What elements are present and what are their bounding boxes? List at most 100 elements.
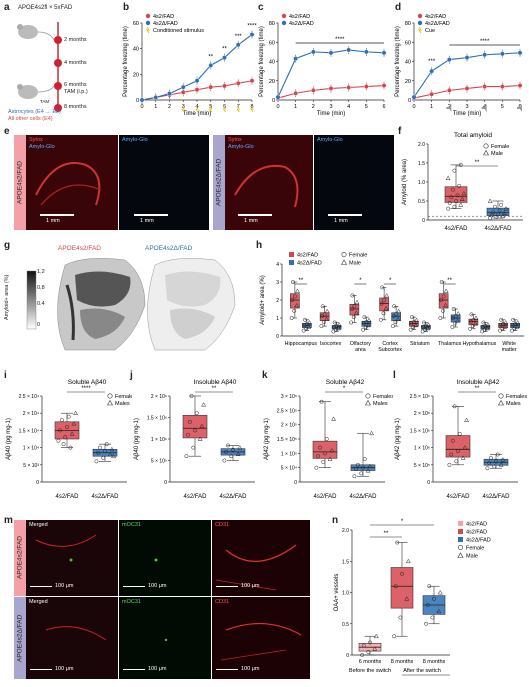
data-point [208, 84, 214, 90]
j-4s2delta-point [225, 443, 230, 448]
y-tick-label: 1.5 [418, 161, 425, 167]
h-3-4s2delta-point [390, 324, 395, 329]
scale-bar-4 [328, 214, 362, 216]
m-row-label-1: APOE4s2/FAD [14, 520, 26, 596]
n-8m-point [395, 540, 400, 545]
panel-label-n: n [332, 515, 339, 526]
panel-label-d: d [395, 2, 402, 13]
legend-marker [289, 252, 294, 257]
f-4s2-point [445, 175, 451, 181]
image-amyloglo-4s2 [119, 135, 209, 230]
n-8m-point [392, 634, 397, 639]
panel-label-l: l [393, 370, 396, 381]
data-point [235, 80, 241, 86]
data-point [429, 68, 435, 74]
k-4s2-point [331, 416, 336, 421]
data-point [346, 85, 352, 90]
k-4s2-point [319, 399, 324, 404]
h-3-4s2delta-point [392, 304, 397, 309]
panel-label-k: k [262, 370, 268, 381]
f-4s2-point [458, 162, 463, 167]
l-4s2delta-point [498, 462, 504, 467]
y-tick-label: 1.5 [342, 559, 349, 565]
k-4s2-point [314, 465, 319, 470]
i-4s2-point [69, 431, 75, 436]
region-label: Isocortex [320, 341, 342, 347]
h-2-4s2delta-point [365, 322, 371, 328]
data-point [499, 51, 505, 57]
h-6-4s2-point [469, 312, 474, 317]
h-0-4s2-point [289, 316, 294, 320]
h-3-4s2delta-point [396, 308, 402, 314]
legend-marker [281, 20, 287, 26]
data-point [222, 83, 227, 89]
significance: ** [212, 386, 217, 392]
n-6m-point [368, 640, 372, 645]
x-tick-label: 1 [154, 104, 157, 110]
legend-marker [458, 521, 463, 526]
legend-marker [458, 544, 464, 550]
region-label: Striatum [410, 341, 430, 347]
h-4-4s2-point [414, 317, 419, 323]
chart-title: Soluble Aβ40 [68, 379, 107, 386]
l-4s2-point [447, 462, 452, 467]
y-tick-label: 1.5 × 10⁵ [277, 437, 297, 443]
y-tick-label: 2 [276, 298, 279, 304]
m-img-cd31-2 [212, 597, 310, 679]
data-point [381, 50, 387, 56]
h-6-4s2delta-point [480, 329, 485, 334]
y-tick-label: 2 × 10⁶ [151, 394, 167, 400]
y-tick-label: 0 [136, 98, 139, 104]
f-4s2-point [452, 204, 457, 209]
n-8m-point [404, 596, 410, 601]
h-0-4s2-point [290, 298, 295, 302]
h-0-4s2-point [292, 308, 297, 313]
y-tick-label: 4 [276, 262, 279, 268]
stimulus-icon [236, 105, 240, 113]
i-4s2delta-point [97, 445, 102, 450]
legend-label: Male [349, 261, 361, 267]
h-5-4s2delta-point [453, 314, 458, 319]
h-4-4s2delta-point [420, 329, 425, 334]
legend-marker [417, 20, 423, 26]
h-0-4s2-point [292, 294, 297, 299]
h-5-4s2delta-point [455, 310, 461, 316]
h-1-4s2delta-point [336, 325, 341, 331]
h-3-4s2-point [381, 311, 386, 316]
f-4s2delta-point [489, 213, 494, 218]
h-0-4s2delta-point [302, 317, 307, 322]
n-8m-delta-point [432, 596, 436, 601]
h-1-4s2delta-point [332, 325, 337, 329]
data-point [208, 62, 214, 68]
h-7-4s2-point [502, 324, 508, 329]
data-point [346, 47, 352, 53]
i-4s2delta-point [109, 446, 115, 452]
n-6m-point [366, 649, 371, 654]
m-scale-1: 100 μm [55, 583, 74, 589]
data-point [153, 95, 159, 100]
legend-label: 4s2Δ/FAD [425, 21, 450, 27]
y-tick-label: 60 [269, 40, 275, 46]
chart-j: Insoluble Aβ40 0 5 × 10⁵ 1 × 10⁶ 1.5 × 10⁶ 2 … [134, 379, 255, 500]
f-4s2delta-point [501, 210, 507, 216]
legend-marker [418, 26, 422, 34]
y-tick-label: 1 × 10⁴ [23, 446, 39, 452]
data-point [464, 86, 470, 91]
n-8m-point [400, 571, 404, 576]
row-label-4s2fad: APOE4s2/FAD [14, 135, 26, 230]
legend-label: 4s2/FAD [153, 14, 174, 20]
x-tick-label: 0 [140, 104, 143, 110]
h-3-4s2delta-point [391, 314, 396, 319]
y-axis-label: Amyloid (% area) [402, 159, 408, 205]
f-4s2-point [457, 183, 462, 188]
x-tick-label: 6 [382, 104, 385, 110]
legend-label: Males [115, 401, 130, 407]
x-label-0: 6 months [359, 659, 382, 665]
legend-marker [145, 13, 151, 19]
y-tick-label: 0 [276, 334, 279, 340]
significance: ** [475, 160, 480, 166]
legend-label: 4s2Δ/FAD [289, 21, 314, 27]
legend-marker [365, 393, 371, 399]
h-3-4s2delta-point [394, 312, 399, 317]
h-2-4s2-point [354, 299, 360, 305]
